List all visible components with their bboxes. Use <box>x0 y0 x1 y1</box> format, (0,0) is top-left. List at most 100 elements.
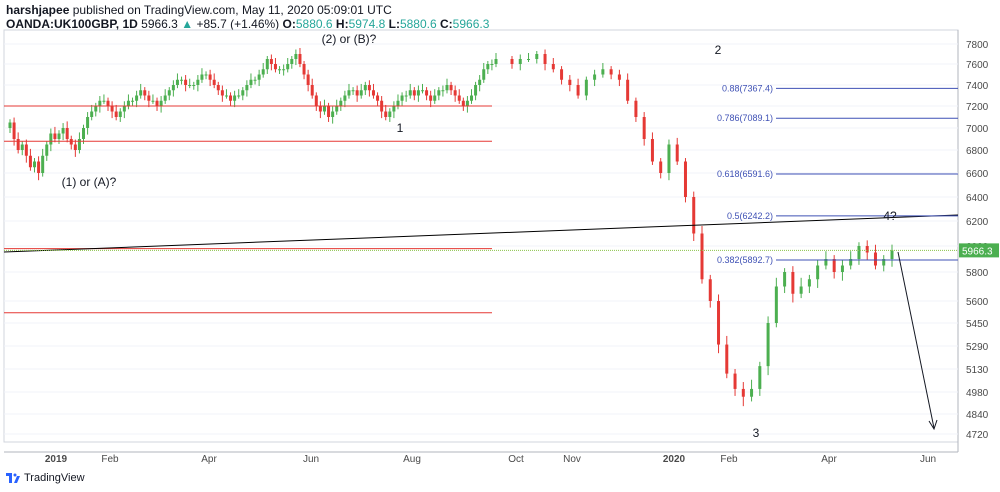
candle-body <box>212 79 216 85</box>
candle-body <box>180 79 184 81</box>
candle-body <box>110 106 114 112</box>
candle-body <box>175 79 179 85</box>
candle-body <box>49 133 53 145</box>
candle-body <box>840 265 844 272</box>
candle-body <box>510 59 514 64</box>
wave-annotation: (2) or (B)? <box>322 32 377 46</box>
x-tick-label: 2019 <box>45 454 68 465</box>
candle-body <box>482 69 486 80</box>
candle-body <box>551 64 555 70</box>
y-tick-label: 5130 <box>966 365 989 376</box>
candle-body <box>229 95 233 101</box>
candle-body <box>400 95 404 101</box>
candle-body <box>237 95 241 97</box>
up-arrow-icon: ▲ <box>181 17 194 31</box>
x-tick-label: Aug <box>403 454 421 465</box>
candle-body <box>131 100 135 102</box>
projection-arrow-line <box>897 251 935 429</box>
candle-body <box>560 69 564 80</box>
y-tick-label: 7200 <box>966 102 989 113</box>
candle-body <box>33 161 37 168</box>
candle-body <box>282 69 286 71</box>
candle-body <box>339 100 343 106</box>
candle-body <box>294 54 298 59</box>
y-tick-label: 5600 <box>966 297 989 308</box>
x-tick-label: Apr <box>821 454 837 465</box>
tradingview-logo-icon <box>6 473 20 483</box>
candle-body <box>865 246 869 253</box>
candle-body <box>257 74 261 80</box>
candle-body <box>465 100 469 106</box>
candle-body <box>543 54 547 64</box>
candle-body <box>890 250 894 259</box>
x-tick-label: Feb <box>101 454 119 465</box>
candle-body <box>102 100 106 102</box>
wave-annotation: (1) or (A)? <box>62 175 117 189</box>
candle-body <box>204 74 208 76</box>
candle-body <box>188 85 192 86</box>
candle-body <box>425 90 429 96</box>
fib-level-label: 0.786(7089.1) <box>717 113 773 123</box>
candle-body <box>310 85 314 96</box>
candle-body <box>486 64 490 70</box>
candle-body <box>8 122 12 128</box>
candle-body <box>114 111 118 117</box>
publish-info: harshjapee published on TradingView.com,… <box>6 3 392 17</box>
open-value: 5880.6 <box>295 17 333 31</box>
candle-body <box>441 90 445 92</box>
wave-annotation: 3 <box>753 426 760 440</box>
candle-body <box>16 139 20 150</box>
candle-body <box>388 111 392 117</box>
candle-body <box>741 388 745 397</box>
candle-body <box>24 144 28 156</box>
candle-body <box>758 366 762 389</box>
close-value: 5966.3 <box>452 17 490 31</box>
candle-body <box>832 259 836 272</box>
candle-body <box>265 59 269 70</box>
wave-annotation: 4? <box>883 209 897 223</box>
candle-body <box>469 95 473 101</box>
candle-body <box>41 155 45 173</box>
candle-body <box>667 144 671 173</box>
candle-body <box>873 252 877 266</box>
candle-body <box>799 286 803 294</box>
candle-body <box>584 79 588 96</box>
fib-level-label: 0.382(5892.7) <box>717 255 773 265</box>
candle-body <box>766 323 770 367</box>
y-tick-label: 6400 <box>966 193 989 204</box>
candle-body <box>490 64 494 65</box>
candle-body <box>371 90 375 96</box>
candle-body <box>683 161 687 197</box>
x-tick-label: Jun <box>303 454 319 465</box>
last-price: 5966.3 <box>141 17 178 31</box>
candle-body <box>331 111 335 117</box>
candle-body <box>816 265 820 280</box>
y-tick-label: 6600 <box>966 169 989 180</box>
candle-body <box>849 259 853 266</box>
candle-body <box>376 95 380 101</box>
candle-body <box>408 90 412 96</box>
candle-body <box>314 95 318 106</box>
projection-arrow-icon <box>928 419 938 431</box>
candle-body <box>457 95 461 101</box>
candle-body <box>224 95 228 97</box>
candle-body <box>143 90 147 96</box>
candle-body <box>253 79 257 81</box>
candle-body <box>449 85 453 91</box>
candle-body <box>61 128 65 134</box>
candle-body <box>86 117 90 128</box>
candle-body <box>634 100 638 117</box>
candle-body <box>106 100 110 106</box>
candle-body <box>171 85 175 91</box>
candle-body <box>167 90 171 96</box>
author-name[interactable]: harshjapee <box>6 3 70 17</box>
candle-body <box>750 388 754 397</box>
candle-body <box>155 100 159 106</box>
high-label: H: <box>335 17 349 31</box>
candle-body <box>77 139 81 150</box>
current-price-label: 5966.3 <box>962 246 993 257</box>
published-text: published on TradingView.com, May 11, 20… <box>72 3 392 17</box>
candle-body <box>82 128 86 139</box>
candle-body <box>73 144 77 150</box>
